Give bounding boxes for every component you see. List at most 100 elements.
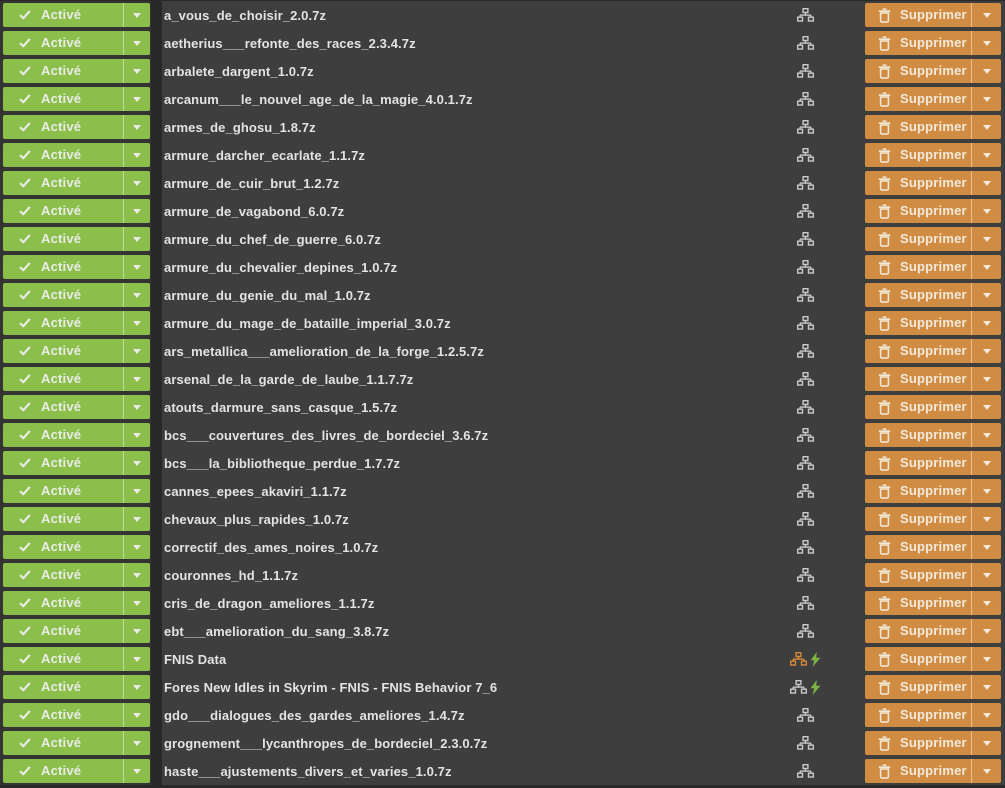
mod-row[interactable]: haste___ajustements_divers_et_varies_1.0…: [162, 757, 745, 785]
enable-dropdown-caret[interactable]: [124, 339, 150, 363]
mod-enable-toggle-button[interactable]: Activé: [3, 675, 150, 699]
delete-button-main[interactable]: Supprimer: [865, 115, 971, 139]
mod-delete-button[interactable]: Supprimer: [865, 619, 1001, 643]
mod-delete-button[interactable]: Supprimer: [865, 283, 1001, 307]
enable-dropdown-caret[interactable]: [124, 311, 150, 335]
mod-enable-toggle-button[interactable]: Activé: [3, 311, 150, 335]
mod-enable-toggle-button[interactable]: Activé: [3, 171, 150, 195]
dependency-sitemap-icon[interactable]: [796, 512, 814, 526]
mod-delete-button[interactable]: Supprimer: [865, 339, 1001, 363]
mod-row[interactable]: bcs___couvertures_des_livres_de_bordecie…: [162, 421, 745, 449]
mod-delete-button[interactable]: Supprimer: [865, 31, 1001, 55]
enable-button-main[interactable]: Activé: [3, 675, 123, 699]
dependency-sitemap-icon[interactable]: [796, 540, 814, 554]
enable-dropdown-caret[interactable]: [124, 675, 150, 699]
mod-row[interactable]: arsenal_de_la_garde_de_laube_1.1.7.7z: [162, 365, 745, 393]
enable-button-main[interactable]: Activé: [3, 619, 123, 643]
enable-dropdown-caret[interactable]: [124, 31, 150, 55]
mod-row[interactable]: aetherius___refonte_des_races_2.3.4.7z: [162, 29, 745, 57]
mod-enable-toggle-button[interactable]: Activé: [3, 759, 150, 783]
mod-delete-button[interactable]: Supprimer: [865, 563, 1001, 587]
mod-delete-button[interactable]: Supprimer: [865, 3, 1001, 27]
mod-row[interactable]: correctif_des_ames_noires_1.0.7z: [162, 533, 745, 561]
mod-delete-button[interactable]: Supprimer: [865, 227, 1001, 251]
dependency-sitemap-icon[interactable]: [796, 64, 814, 78]
mod-enable-toggle-button[interactable]: Activé: [3, 367, 150, 391]
enable-dropdown-caret[interactable]: [124, 619, 150, 643]
delete-dropdown-caret[interactable]: [972, 311, 1001, 335]
delete-button-main[interactable]: Supprimer: [865, 283, 971, 307]
delete-dropdown-caret[interactable]: [972, 87, 1001, 111]
mod-row[interactable]: armure_de_vagabond_6.0.7z: [162, 197, 745, 225]
mod-row[interactable]: armure_de_cuir_brut_1.2.7z: [162, 169, 745, 197]
enable-button-main[interactable]: Activé: [3, 395, 123, 419]
dependency-sitemap-icon[interactable]: [796, 372, 814, 386]
delete-dropdown-caret[interactable]: [972, 283, 1001, 307]
delete-dropdown-caret[interactable]: [972, 535, 1001, 559]
enable-button-main[interactable]: Activé: [3, 3, 123, 27]
mod-delete-button[interactable]: Supprimer: [865, 591, 1001, 615]
dependency-sitemap-icon[interactable]: [796, 344, 814, 358]
enable-button-main[interactable]: Activé: [3, 171, 123, 195]
dependency-sitemap-icon[interactable]: [796, 204, 814, 218]
mod-enable-toggle-button[interactable]: Activé: [3, 535, 150, 559]
mod-delete-button[interactable]: Supprimer: [865, 507, 1001, 531]
delete-button-main[interactable]: Supprimer: [865, 535, 971, 559]
enable-dropdown-caret[interactable]: [124, 255, 150, 279]
enable-dropdown-caret[interactable]: [124, 227, 150, 251]
delete-dropdown-caret[interactable]: [972, 171, 1001, 195]
delete-button-main[interactable]: Supprimer: [865, 339, 971, 363]
mod-row[interactable]: cris_de_dragon_ameliores_1.1.7z: [162, 589, 745, 617]
enable-button-main[interactable]: Activé: [3, 339, 123, 363]
delete-dropdown-caret[interactable]: [972, 255, 1001, 279]
delete-dropdown-caret[interactable]: [972, 591, 1001, 615]
mod-row[interactable]: armure_du_chevalier_depines_1.0.7z: [162, 253, 745, 281]
enable-button-main[interactable]: Activé: [3, 311, 123, 335]
delete-dropdown-caret[interactable]: [972, 59, 1001, 83]
delete-dropdown-caret[interactable]: [972, 31, 1001, 55]
dependency-sitemap-icon[interactable]: [796, 316, 814, 330]
delete-button-main[interactable]: Supprimer: [865, 479, 971, 503]
mod-delete-button[interactable]: Supprimer: [865, 255, 1001, 279]
dependency-sitemap-icon[interactable]: [796, 764, 814, 778]
enable-dropdown-caret[interactable]: [124, 591, 150, 615]
dependency-sitemap-icon[interactable]: [796, 232, 814, 246]
dependency-sitemap-icon[interactable]: [796, 708, 814, 722]
delete-button-main[interactable]: Supprimer: [865, 619, 971, 643]
dependency-sitemap-icon[interactable]: [796, 8, 814, 22]
mod-row[interactable]: gdo___dialogues_des_gardes_ameliores_1.4…: [162, 701, 745, 729]
delete-dropdown-caret[interactable]: [972, 563, 1001, 587]
mod-row[interactable]: FNIS Data: [162, 645, 745, 673]
mod-enable-toggle-button[interactable]: Activé: [3, 199, 150, 223]
mod-delete-button[interactable]: Supprimer: [865, 115, 1001, 139]
mod-enable-toggle-button[interactable]: Activé: [3, 647, 150, 671]
enable-dropdown-caret[interactable]: [124, 647, 150, 671]
enable-dropdown-caret[interactable]: [124, 759, 150, 783]
enable-dropdown-caret[interactable]: [124, 283, 150, 307]
delete-button-main[interactable]: Supprimer: [865, 255, 971, 279]
delete-button-main[interactable]: Supprimer: [865, 3, 971, 27]
mod-enable-toggle-button[interactable]: Activé: [3, 59, 150, 83]
delete-button-main[interactable]: Supprimer: [865, 367, 971, 391]
mod-delete-button[interactable]: Supprimer: [865, 87, 1001, 111]
mod-delete-button[interactable]: Supprimer: [865, 731, 1001, 755]
mod-enable-toggle-button[interactable]: Activé: [3, 31, 150, 55]
enable-button-main[interactable]: Activé: [3, 423, 123, 447]
mod-enable-toggle-button[interactable]: Activé: [3, 87, 150, 111]
mod-enable-toggle-button[interactable]: Activé: [3, 731, 150, 755]
mod-row[interactable]: arbalete_dargent_1.0.7z: [162, 57, 745, 85]
delete-dropdown-caret[interactable]: [972, 675, 1001, 699]
delete-button-main[interactable]: Supprimer: [865, 647, 971, 671]
dependency-sitemap-icon[interactable]: [789, 680, 807, 694]
enable-button-main[interactable]: Activé: [3, 535, 123, 559]
mod-enable-toggle-button[interactable]: Activé: [3, 143, 150, 167]
mod-delete-button[interactable]: Supprimer: [865, 759, 1001, 783]
mod-delete-button[interactable]: Supprimer: [865, 395, 1001, 419]
dependency-sitemap-icon[interactable]: [796, 120, 814, 134]
delete-dropdown-caret[interactable]: [972, 143, 1001, 167]
delete-button-main[interactable]: Supprimer: [865, 227, 971, 251]
mod-row[interactable]: grognement___lycanthropes_de_bordeciel_2…: [162, 729, 745, 757]
enable-dropdown-caret[interactable]: [124, 423, 150, 447]
dependency-sitemap-icon[interactable]: [789, 652, 807, 666]
delete-button-main[interactable]: Supprimer: [865, 675, 971, 699]
